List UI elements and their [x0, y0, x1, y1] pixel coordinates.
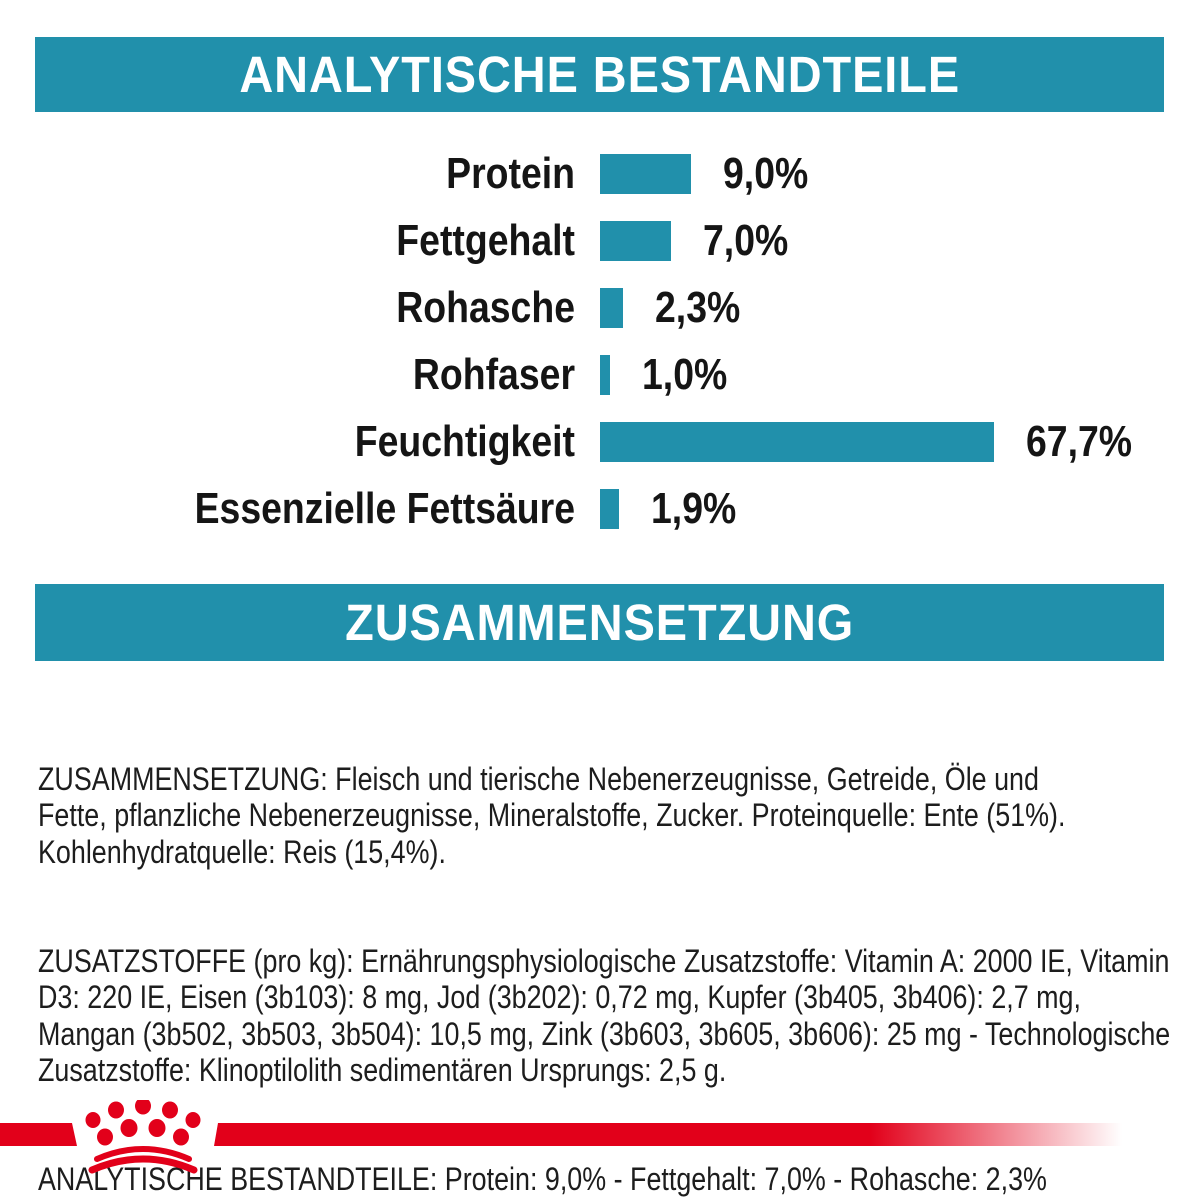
chart-bar — [600, 154, 691, 194]
red-stripe-right — [214, 1123, 1150, 1146]
chart-bar — [600, 221, 671, 261]
chart-category-label: Rohfaser — [412, 350, 575, 399]
chart-category-label: Essenzielle Fettsäure — [194, 484, 576, 533]
chart-bar — [600, 355, 610, 395]
analytische-bestandteile-paragraph: ANALYTISCHE BESTANDTEILE: Protein: 9,0% … — [38, 1161, 1047, 1200]
brand-footer — [0, 1100, 1150, 1174]
chart-category-label: Fettgehalt — [396, 216, 575, 265]
chart-row: Protein 9,0% — [0, 149, 1200, 198]
chart-value-label: 9,0% — [723, 149, 809, 198]
analytical-chart: Protein 9,0% Fettgehalt 7,0% Rohasche 2,3% Roh… — [0, 149, 1200, 556]
analytical-section-header: ANALYTISCHE BESTANDTEILE — [35, 37, 1164, 112]
chart-row: Rohfaser 1,0% — [0, 350, 1200, 399]
chart-row: Essenzielle Fettsäure 1,9% — [0, 484, 1200, 533]
chart-bar — [600, 288, 623, 328]
chart-bar — [600, 422, 994, 462]
zusatzstoffe-paragraph: ZUSATZSTOFFE (pro kg): Ernährungsphysiol… — [38, 942, 1171, 1089]
royal-canin-crown-icon — [85, 1100, 201, 1174]
chart-row: Rohasche 2,3% — [0, 283, 1200, 332]
chart-bar — [600, 489, 619, 529]
composition-section-title: ZUSAMMENSETZUNG — [344, 594, 855, 651]
chart-row: Fettgehalt 7,0% — [0, 216, 1200, 265]
analytical-section-title: ANALYTISCHE BESTANDTEILE — [239, 46, 960, 103]
chart-value-label: 7,0% — [703, 216, 789, 265]
zusammensetzung-paragraph: ZUSAMMENSETZUNG: Fleisch und tierische N… — [38, 760, 1066, 870]
composition-section-header: ZUSAMMENSETZUNG — [35, 584, 1164, 661]
chart-category-label: Feuchtigkeit — [354, 417, 575, 466]
red-stripe-left — [0, 1123, 77, 1146]
chart-category-label: Rohasche — [396, 283, 575, 332]
chart-value-label: 2,3% — [655, 283, 741, 332]
chart-value-label: 67,7% — [1026, 417, 1133, 466]
chart-value-label: 1,9% — [651, 484, 737, 533]
chart-row: Feuchtigkeit 67,7% — [0, 417, 1200, 466]
chart-value-label: 1,0% — [642, 350, 728, 399]
chart-category-label: Protein — [446, 149, 575, 198]
composition-text-block: ZUSAMMENSETZUNG: Fleisch und tierische N… — [38, 688, 1200, 1200]
